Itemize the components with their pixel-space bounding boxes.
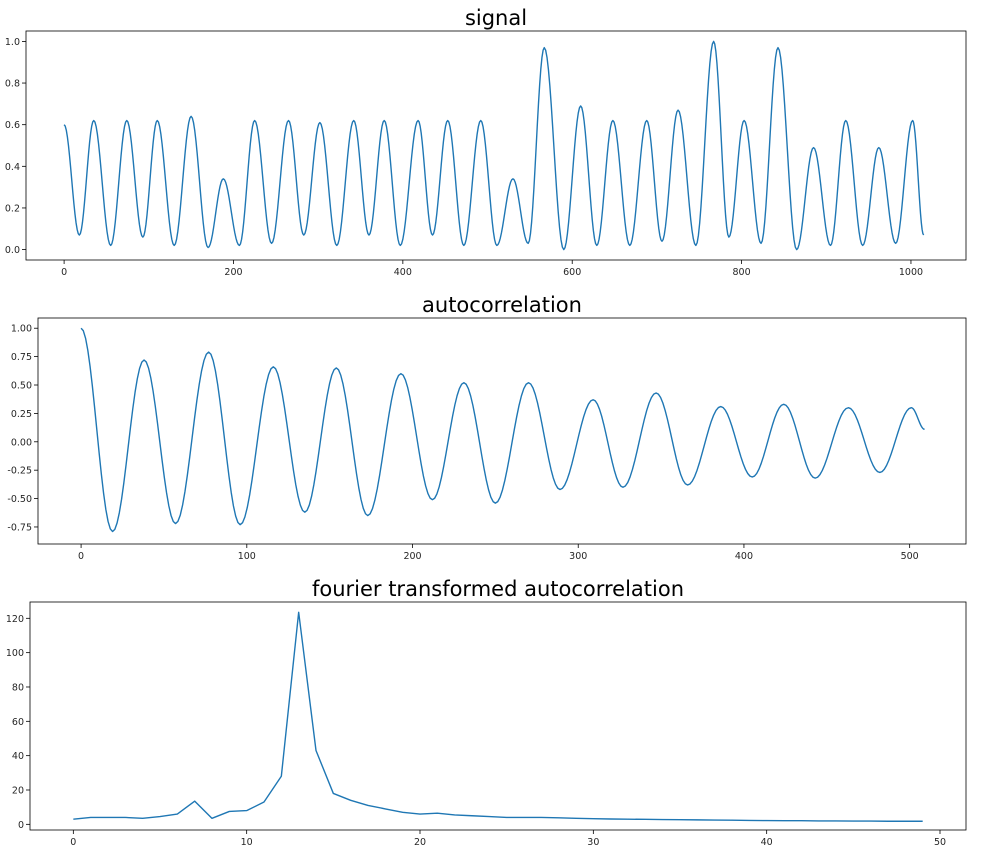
- signal-series-line: [63, 40, 925, 251]
- signal-x-tick-label: 600: [563, 267, 581, 278]
- fourier-y-tick-label: 60: [12, 717, 24, 728]
- fourier-y-tick-label: 100: [6, 648, 24, 659]
- fourier-series-line: [73, 611, 923, 822]
- signal-y-tick-label: 0.6: [5, 120, 20, 131]
- autocorrelation-y-tick-label: -0.50: [7, 494, 32, 505]
- autocorrelation-panel: autocorrelation 0 100 200 300 400 500 -0.75-0…: [7, 293, 967, 562]
- fourier-y-tick-label: 120: [6, 614, 24, 625]
- autocorrelation-x-ticks: 0 100 200 300 400 500: [78, 544, 919, 562]
- signal-y-tick-label: 0.0: [5, 245, 20, 256]
- signal-panel: signal 0 200 400 600 800 1000 0.0 0.2 0.4 0.6 0.8…: [5, 6, 967, 278]
- signal-y-ticks: 0.0 0.2 0.4 0.6 0.8 1.0: [5, 37, 26, 256]
- fourier-x-tick-label: 40: [761, 837, 773, 848]
- autocorrelation-y-tick-label: 0.75: [11, 352, 32, 363]
- autocorrelation-y-tick-label: -0.75: [7, 522, 32, 533]
- signal-y-tick-label: 0.8: [5, 79, 20, 90]
- autocorrelation-y-tick-label: -0.25: [7, 466, 32, 477]
- fourier-x-tick-label: 30: [587, 837, 599, 848]
- signal-x-tick-label: 400: [394, 267, 412, 278]
- autocorrelation-x-tick-label: 400: [735, 551, 753, 562]
- autocorrelation-y-tick-label: 0.25: [11, 409, 32, 420]
- signal-axes-frame: [25, 30, 967, 261]
- signal-y-tick-label: 0.4: [5, 162, 20, 173]
- autocorrelation-series-line: [80, 327, 925, 533]
- autocorrelation-title: autocorrelation: [422, 293, 582, 317]
- fourier-y-tick-label: 80: [12, 682, 24, 693]
- fourier-y-tick-label: 0: [18, 820, 24, 831]
- autocorrelation-y-ticks: -0.75 -0.50 -0.25 0.00 0.25 0.50 0.75 1.00: [7, 324, 38, 533]
- signal-title: signal: [465, 6, 527, 30]
- signal-y-tick-label: 1.0: [5, 37, 20, 48]
- fourier-y-tick-label: 40: [12, 751, 24, 762]
- autocorrelation-x-tick-label: 300: [569, 551, 587, 562]
- fourier-y-ticks: 0 20 40 60 80 100 120: [6, 614, 30, 831]
- fourier-x-tick-label: 0: [70, 837, 76, 848]
- signal-x-tick-label: 200: [224, 267, 242, 278]
- fourier-x-tick-label: 20: [414, 837, 426, 848]
- autocorrelation-x-tick-label: 500: [901, 551, 919, 562]
- fourier-panel: fourier transformed autocorrelation 0 10 2…: [6, 577, 967, 848]
- autocorrelation-x-tick-label: 0: [78, 551, 84, 562]
- autocorrelation-axes-frame: [37, 317, 967, 545]
- fourier-x-tick-label: 50: [934, 837, 946, 848]
- signal-x-tick-label: 1000: [899, 267, 923, 278]
- autocorrelation-y-tick-label: 0.00: [11, 437, 32, 448]
- autocorrelation-y-tick-label: 0.50: [11, 381, 32, 392]
- signal-y-tick-label: 0.2: [5, 203, 20, 214]
- fourier-axes-frame: [29, 601, 967, 831]
- signal-x-ticks: 0 200 400 600 800 1000: [61, 260, 923, 278]
- autocorrelation-x-tick-label: 100: [238, 551, 256, 562]
- signal-x-tick-label: 0: [61, 267, 67, 278]
- autocorrelation-y-tick-label: 1.00: [11, 324, 32, 335]
- fourier-x-tick-label: 10: [241, 837, 253, 848]
- fourier-title: fourier transformed autocorrelation: [312, 577, 684, 601]
- fourier-x-ticks: 0 10 20 30 40 50: [70, 830, 946, 848]
- fourier-y-tick-label: 20: [12, 785, 24, 796]
- signal-x-tick-label: 800: [733, 267, 751, 278]
- autocorrelation-x-tick-label: 200: [403, 551, 421, 562]
